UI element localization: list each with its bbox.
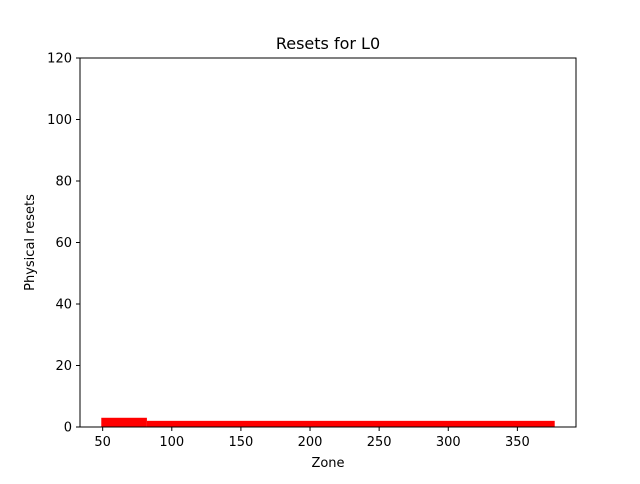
x-tick-label: 100 xyxy=(159,435,184,450)
bars-layer xyxy=(101,417,555,427)
y-axis-label: Physical resets xyxy=(23,194,38,291)
y-tick-label: 60 xyxy=(55,236,72,251)
y-tick-label: 100 xyxy=(47,113,72,128)
y-tick-label: 80 xyxy=(55,175,72,190)
bar-0-0 xyxy=(101,417,147,427)
chart-title: Resets for L0 xyxy=(276,34,380,53)
x-axis-label: Zone xyxy=(311,456,344,471)
y-tick-label: 120 xyxy=(47,52,72,67)
x-tick-label: 50 xyxy=(94,435,111,450)
x-tick-label: 150 xyxy=(228,435,253,450)
x-tick-label: 300 xyxy=(436,435,461,450)
y-axis: 0 20 40 60 80 100 120 xyxy=(47,52,80,436)
y-tick-label: 0 xyxy=(64,421,72,436)
x-tick-label: 350 xyxy=(505,435,530,450)
x-tick-label: 250 xyxy=(367,435,392,450)
bar-0-1 xyxy=(146,420,555,427)
y-tick-label: 40 xyxy=(55,298,72,313)
x-axis: 50 100 150 200 250 300 350 xyxy=(94,427,530,450)
y-tick-label: 20 xyxy=(55,359,72,374)
x-tick-label: 200 xyxy=(298,435,323,450)
